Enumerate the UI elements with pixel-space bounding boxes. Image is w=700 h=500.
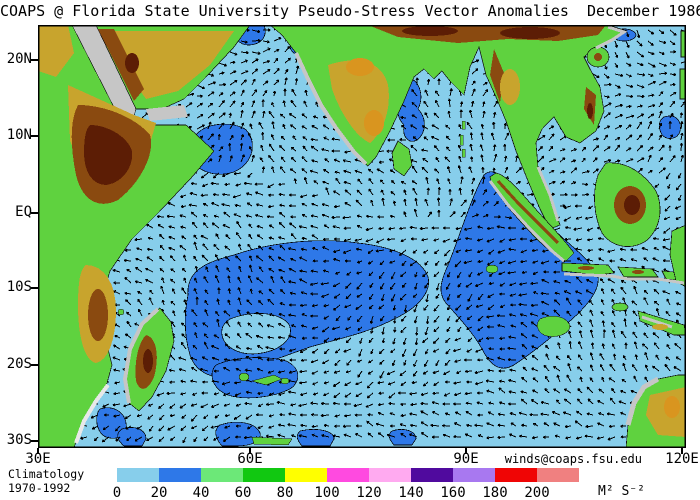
- sumba-island: [611, 302, 629, 312]
- colorbar-segment: [327, 468, 369, 482]
- colorbar-value-label: 200: [524, 485, 550, 500]
- colorbar-value-label: 140: [398, 485, 424, 500]
- legend-period-label: 1970-1992: [8, 481, 71, 495]
- lat-tick-mark: [31, 364, 38, 366]
- lon-tick-label: 120E: [665, 451, 699, 467]
- colorbar-segment: [243, 468, 285, 482]
- lat-tick-mark: [31, 212, 38, 214]
- lon-tick-mark: [37, 448, 39, 454]
- lat-tick-mark: [31, 59, 38, 61]
- small-islands: [117, 264, 571, 446]
- lat-tick-mark: [31, 135, 38, 137]
- colorbar-segment: [285, 468, 327, 482]
- lat-tick-label: 20N: [6, 51, 32, 67]
- lon-tick-mark: [681, 448, 683, 454]
- colorbar-segment: [159, 468, 201, 482]
- colorbar-value-label: 0: [112, 485, 122, 500]
- colorbar-value-label: 60: [234, 485, 252, 500]
- lon-tick-label: 30E: [25, 451, 51, 467]
- colorbar-value-label: 20: [150, 485, 168, 500]
- map-border: [38, 25, 686, 448]
- colorbar-segment: [537, 468, 579, 482]
- gulf-aden-gray: [146, 105, 188, 121]
- lat-tick-label: 20S: [6, 356, 32, 372]
- legend-climatology-label: Climatology: [8, 467, 85, 481]
- page-title: COAPS @ Florida State University Pseudo-…: [0, 2, 700, 20]
- sri-lanka-island: [391, 140, 413, 177]
- colorbar-segment: [117, 468, 159, 482]
- colorbar-value-label: 180: [482, 485, 508, 500]
- lon-tick-mark: [465, 448, 467, 454]
- coastal-gray-strips: [122, 25, 685, 426]
- south-africa-coast-white: [74, 383, 110, 444]
- colorbar-segment: [201, 468, 243, 482]
- lat-tick-label: EQ: [15, 204, 32, 220]
- land-layer: [37, 24, 687, 449]
- lat-tick-label: 10S: [6, 279, 32, 295]
- colorbar-value-label: 100: [314, 485, 340, 500]
- colorbar-value-label: 80: [276, 485, 294, 500]
- colorbar-unit: M² S⁻²: [598, 484, 645, 499]
- lat-tick-label: 30S: [6, 432, 32, 448]
- terrain-patches: [38, 25, 686, 437]
- colorbar-value-label: 120: [356, 485, 382, 500]
- colorbar-value-label: 40: [192, 485, 210, 500]
- lat-tick-label: 10N: [6, 127, 32, 143]
- lon-tick-label: 60E: [237, 451, 263, 467]
- colorbar-segment: [411, 468, 453, 482]
- map-area: [34, 22, 690, 449]
- lat-tick-mark: [31, 440, 38, 442]
- map-svg: [34, 22, 690, 449]
- lon-tick-mark: [249, 448, 251, 454]
- colorbar-segment: [453, 468, 495, 482]
- andaman-islands: [459, 120, 466, 158]
- lat-tick-mark: [31, 287, 38, 289]
- colorbar-segment: [495, 468, 537, 482]
- colorbar-segment: [369, 468, 411, 482]
- lon-tick-label: 90E: [453, 451, 479, 467]
- credit-email: winds@coaps.fsu.edu: [504, 452, 642, 466]
- colorbar-value-label: 160: [440, 485, 466, 500]
